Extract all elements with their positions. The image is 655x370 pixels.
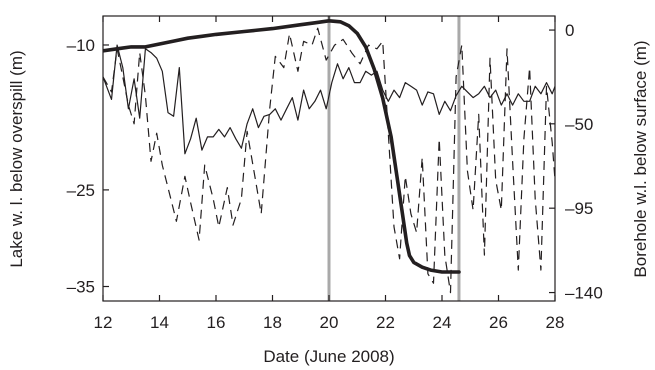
y-right-tick-label: –140 [565,284,603,303]
y-right-tick-label: –50 [565,115,593,134]
x-tick-label: 12 [94,313,113,332]
x-tick-label: 16 [207,313,226,332]
x-tick-label: 28 [546,313,565,332]
y-right-tick-label: –95 [565,199,593,218]
series-layer [103,19,555,294]
x-tick-label: 26 [489,313,508,332]
x-tick-label: 20 [320,313,339,332]
x-axis-title: Date (June 2008) [263,347,394,366]
y-left-tick-label: –10 [67,36,95,55]
x-tick-label: 22 [376,313,395,332]
plot-area [102,15,556,302]
x-tick-label: 18 [263,313,282,332]
x-tick-label: 24 [433,313,452,332]
x-axis: 12 14 16 18 20 22 24 26 28 [94,16,565,332]
y-axis-left-title: Lake w. l. below overspill (m) [7,50,26,267]
y-left-tick-label: –25 [67,181,95,200]
y-axis-right-title: Borehole w.l. below surface (m) [631,40,650,277]
y-axis-left: –10 –25 –35 [67,36,109,297]
x-tick-label: 14 [150,313,169,332]
lake-level-line [103,19,461,274]
y-left-tick-label: –35 [67,278,95,297]
y-axis-right: 0 –50 –95 –140 [549,21,603,303]
borehole-line-solid [103,44,555,155]
y-right-tick-label: 0 [565,21,574,40]
